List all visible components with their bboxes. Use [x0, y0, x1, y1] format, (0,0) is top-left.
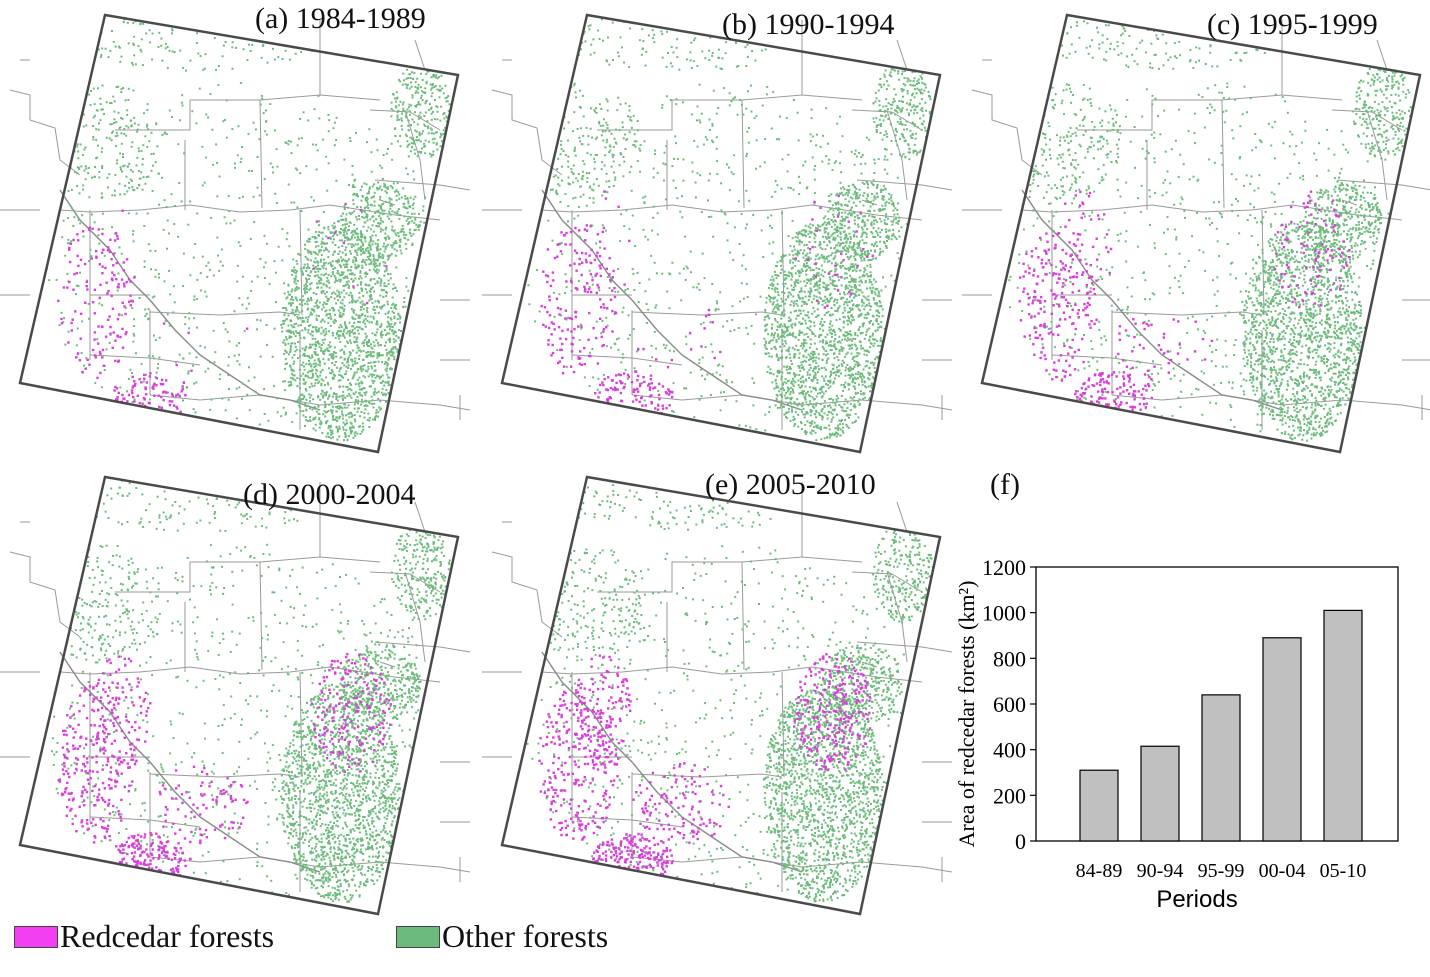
bar-05-10 [1323, 609, 1363, 842]
y-axis-label: Area of redcedar forests (km²) [954, 581, 979, 848]
river-line [59, 189, 321, 411]
legend-label-redcedar: Redcedar forests [60, 918, 275, 954]
forest-cover [523, 15, 932, 442]
bar-90-94 [1140, 745, 1180, 842]
county-boundaries [482, 482, 953, 892]
map-e [482, 475, 953, 916]
legend-label-other: Other forests [442, 918, 609, 954]
x-axis-label: Periods [1156, 886, 1237, 913]
panel-label-d: (d) 2000-2004 [243, 478, 416, 511]
river-line [541, 189, 803, 411]
chart-panel-label: (f) [990, 468, 1020, 501]
bar-84-89 [1079, 769, 1119, 842]
scene-frame [18, 13, 460, 454]
forest-cover [41, 15, 451, 442]
scene-frame [500, 13, 942, 454]
forest-cover [522, 477, 934, 903]
county-boundaries [482, 20, 953, 430]
x-tick-label: 84-89 [1076, 860, 1123, 882]
scene-frame [980, 13, 1422, 454]
map-b [482, 13, 953, 454]
river-line [1021, 189, 1283, 411]
y-tick-label: 600 [993, 692, 1026, 717]
panel-label-a: (a) 1984-1989 [255, 2, 426, 35]
x-tick-label: 90-94 [1137, 860, 1184, 882]
forest-cover [40, 477, 451, 903]
scene-frame [500, 475, 942, 916]
map-c [962, 13, 1430, 454]
y-tick-label: 1200 [982, 555, 1026, 580]
x-tick-label: 95-99 [1198, 860, 1245, 882]
bar-00-04 [1262, 637, 1302, 842]
x-tick-label: 05-10 [1320, 860, 1367, 882]
legend: Redcedar forests Other forests [14, 918, 714, 960]
panel-label-c: (c) 1995-1999 [1207, 8, 1378, 41]
map-a [0, 13, 471, 454]
county-boundaries [0, 482, 471, 892]
bar-95-99 [1201, 694, 1241, 842]
x-tick-label: 00-04 [1259, 860, 1306, 882]
river-line [59, 651, 321, 873]
y-tick-label: 400 [993, 738, 1026, 763]
county-boundaries [0, 20, 471, 430]
bar-chart: 0 200 400 600 800 1000 1200 84-89 90-94 95-99 00-0… [954, 555, 1399, 913]
map-d [0, 475, 471, 916]
legend-swatch-other [396, 926, 440, 948]
panel-label-b: (b) 1990-1994 [722, 8, 895, 41]
y-tick-label: 200 [993, 783, 1026, 808]
y-tick-label: 1000 [982, 601, 1026, 626]
forest-cover [1003, 15, 1414, 442]
scene-frame [18, 475, 460, 916]
legend-swatch-redcedar [14, 926, 58, 948]
y-tick-label: 800 [993, 646, 1026, 671]
panel-label-e: (e) 2005-2010 [705, 468, 876, 501]
y-tick-label: 0 [1015, 829, 1026, 854]
